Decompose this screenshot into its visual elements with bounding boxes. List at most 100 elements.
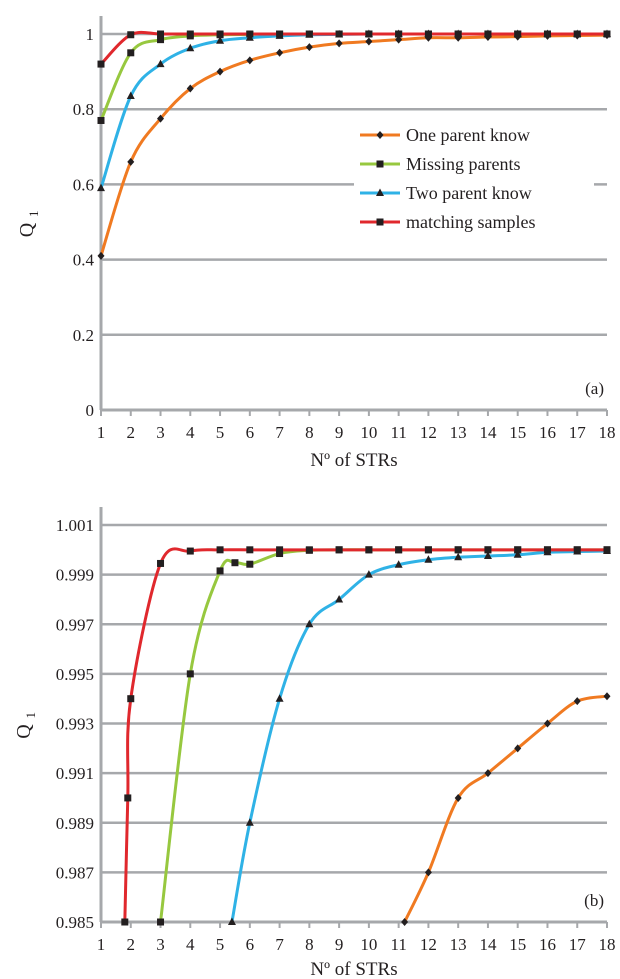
y-tick-label: 1.001 [56,516,94,535]
data-point [543,30,551,38]
legend-marker [376,160,384,168]
data-point [97,60,105,68]
data-point [454,552,463,561]
x-axis-title: Nº of STRs [310,959,397,979]
data-point [454,546,462,554]
legend-marker [376,218,384,226]
data-point [305,546,313,554]
data-point [186,84,194,93]
data-point [365,37,373,46]
x-tick-label: 6 [246,935,255,954]
x-tick-label: 7 [275,423,284,442]
y-tick-label: 0.991 [56,764,94,783]
x-tick-label: 16 [539,423,556,442]
data-point [603,30,611,38]
y-axis-title-subscript: 1 [26,211,41,218]
y-tick-label: 1 [86,25,95,44]
x-tick-label: 18 [599,935,616,954]
data-point [543,719,551,728]
data-point [186,30,194,38]
x-tick-label: 8 [305,935,314,954]
x-axis-title: Nº of STRs [310,450,397,471]
legend-item: Two parent know [354,179,594,205]
data-point [305,43,313,52]
data-point [276,546,284,554]
x-tick-label: 2 [127,935,136,954]
data-point [573,30,581,38]
x-tick-label: 11 [390,935,406,954]
data-point [424,555,433,563]
y-tick-label: 0.4 [73,251,95,270]
y-tick-label: 0.8 [73,100,94,119]
x-tick-label: 12 [420,423,437,442]
data-point [216,36,225,44]
data-point [395,35,403,44]
data-point [97,116,105,124]
data-point [156,59,165,68]
legend-label: Missing parents [406,154,521,174]
data-point [454,30,462,38]
data-point [514,546,522,554]
data-point [603,546,611,554]
x-tick-label: 4 [186,935,195,954]
y-tick-label: 0.987 [56,863,95,882]
data-point [484,30,492,38]
x-tick-label: 16 [539,935,556,954]
y-tick-label: 0.989 [56,814,94,833]
data-point [127,49,135,57]
data-point [157,559,165,567]
x-tick-label: 9 [335,423,344,442]
y-tick-label: 0.2 [73,326,94,345]
y-tick-label: 0.995 [56,665,94,684]
x-tick-label: 6 [246,423,255,442]
legend-label: Two parent know [406,183,532,203]
data-point [216,546,224,554]
x-tick-label: 2 [127,423,136,442]
legend-item: One parent know [354,121,594,147]
data-point [454,793,462,802]
legend-label: matching samples [406,212,535,232]
y-axis-title-main: Q [13,724,35,739]
data-point [186,670,194,678]
data-point [157,114,165,123]
x-tick-label: 13 [450,935,467,954]
data-point [573,697,581,706]
data-point [276,30,284,38]
legend: One parent know Missing parents Two parent… [354,121,594,234]
data-point [424,30,432,38]
x-tick-label: 14 [479,935,497,954]
chart-panel-b: 0.985 0.987 0.989 0.991 0.993 0.995 0.997 0.999… [13,507,616,979]
x-tick-label: 17 [569,935,587,954]
x-tick-label: 3 [156,423,165,442]
data-point [365,30,373,38]
y-tick-label: 0.999 [56,566,94,585]
data-point [157,918,165,926]
data-point [424,868,432,877]
data-point [305,30,313,38]
data-point [335,39,343,48]
y-tick-label: 0 [86,401,95,420]
legend-item: Missing parents [354,150,594,176]
series-line [403,694,608,923]
data-point [401,918,409,926]
data-point [513,550,522,558]
data-point [483,551,492,560]
data-point [246,30,254,38]
data-point [126,91,135,100]
data-point [276,550,284,558]
data-point [246,560,254,568]
series-two-parent-know [227,546,611,925]
panel-label: (b) [584,891,604,910]
x-tick-label: 18 [599,423,616,442]
legend-item: matching samples [354,208,594,234]
x-tick-label: 13 [450,423,467,442]
data-point [121,918,129,926]
series-line [99,32,607,122]
x-tick-label: 4 [186,423,195,442]
legend-marker [376,131,384,139]
data-point [246,546,254,554]
data-point [97,251,105,260]
series-matching-samples [121,546,611,926]
data-point [603,692,611,701]
